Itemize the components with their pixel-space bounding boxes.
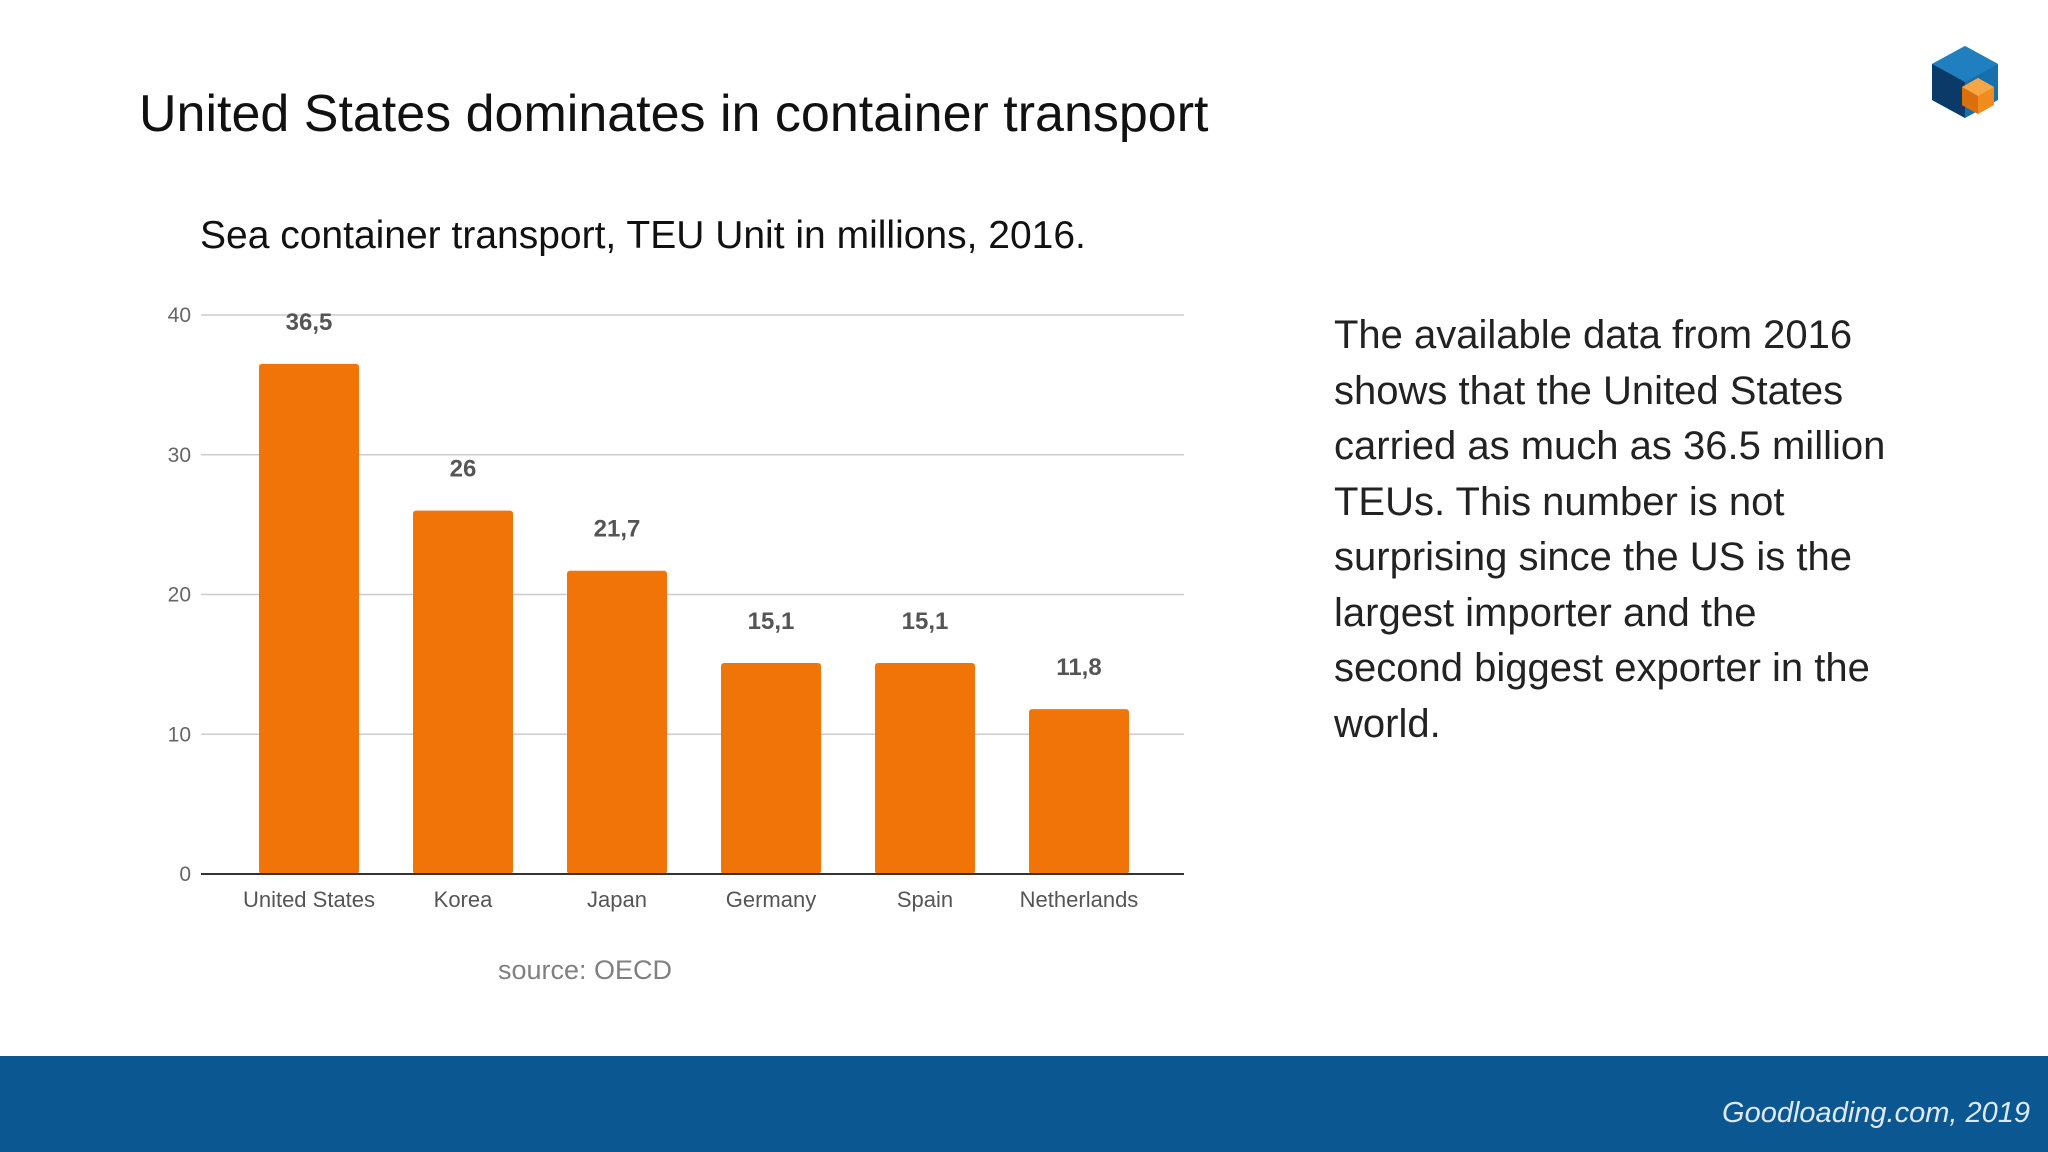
- x-tick-label: Korea: [434, 887, 493, 912]
- cube-logo-icon: [1932, 46, 1998, 118]
- x-tick-label: Spain: [897, 887, 953, 912]
- bar: [259, 363, 359, 874]
- data-label: 26: [450, 456, 477, 483]
- bar: [567, 570, 667, 874]
- x-tick-label: Japan: [587, 887, 647, 912]
- source-note: source: OECD: [498, 955, 673, 985]
- bar: [1029, 709, 1129, 874]
- data-label: 15,1: [902, 608, 949, 635]
- y-tick-label: 20: [168, 584, 191, 607]
- bar: [721, 662, 821, 874]
- y-tick-label: 10: [168, 723, 191, 746]
- data-label: 21,7: [594, 516, 641, 543]
- chart-title: Sea container transport, TEU Unit in mil…: [200, 214, 1086, 257]
- data-label: 15,1: [748, 608, 795, 635]
- x-tick-label: United States: [243, 887, 375, 912]
- x-tick-label: Netherlands: [1020, 887, 1139, 912]
- y-tick-label: 40: [168, 304, 191, 327]
- slide-title: United States dominates in container tra…: [139, 85, 1209, 143]
- bar: [413, 510, 513, 874]
- description-text: The available data from 2016 shows that …: [1334, 313, 1886, 746]
- footer-bar: [0, 1056, 2048, 1152]
- data-label: 36,5: [286, 309, 333, 336]
- x-tick-label: Germany: [726, 887, 816, 912]
- y-tick-label: 30: [168, 444, 191, 467]
- footer-credit: Goodloading.com, 2019: [1722, 1097, 2030, 1129]
- bar: [875, 662, 975, 874]
- data-label: 11,8: [1056, 654, 1101, 681]
- y-tick-label: 0: [179, 863, 191, 886]
